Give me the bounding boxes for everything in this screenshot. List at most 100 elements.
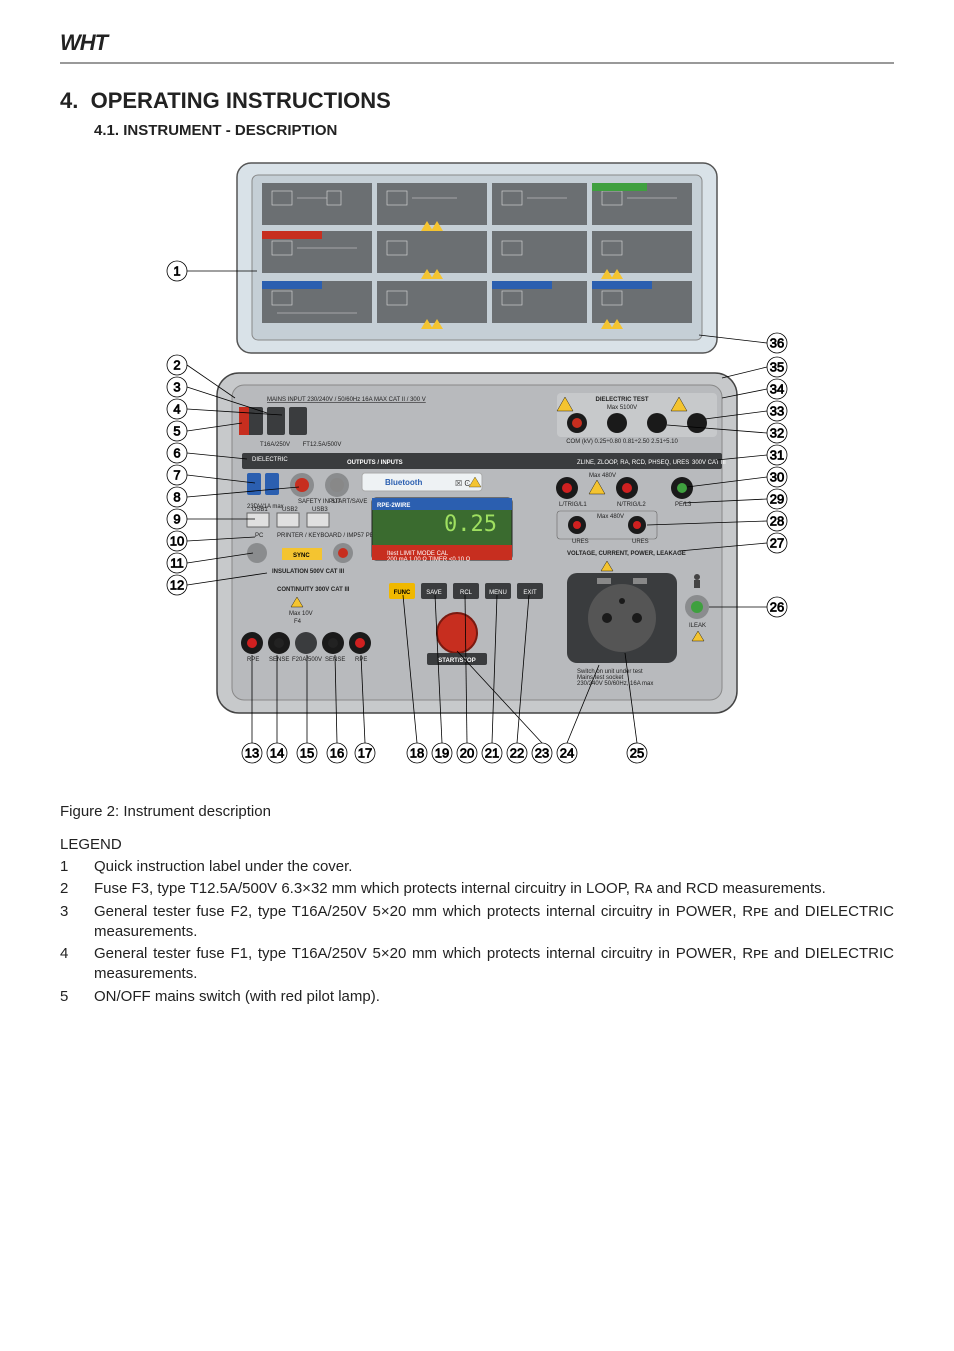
legend-number: 3 xyxy=(60,902,94,943)
svg-text:DIELECTRIC: DIELECTRIC xyxy=(252,457,288,463)
svg-text:19: 19 xyxy=(435,746,449,761)
svg-text:Bluetooth: Bluetooth xyxy=(385,478,422,487)
svg-text:3: 3 xyxy=(173,380,180,395)
svg-text:30: 30 xyxy=(770,470,784,485)
header-bar: WHT xyxy=(60,30,894,64)
section-heading: 4. OPERATING INSTRUCTIONS xyxy=(60,88,894,114)
svg-text:12: 12 xyxy=(170,578,184,593)
svg-text:15: 15 xyxy=(300,746,314,761)
svg-text:T16A/250V: T16A/250V xyxy=(260,442,290,448)
svg-text:36: 36 xyxy=(770,336,784,351)
svg-text:11: 11 xyxy=(170,556,184,571)
section-title-text: OPERATING INSTRUCTIONS xyxy=(91,88,391,113)
svg-text:INSULATION 500V CAT III: INSULATION 500V CAT III xyxy=(272,569,344,575)
svg-text:9: 9 xyxy=(173,512,180,527)
svg-text:START/STOP: START/STOP xyxy=(438,658,475,664)
legend-item: 4 General tester fuse F1, type T16A/250V… xyxy=(60,944,894,985)
svg-text:7: 7 xyxy=(173,468,180,483)
legend-title: LEGEND xyxy=(60,836,894,853)
svg-text:28: 28 xyxy=(770,514,784,529)
figure-container: MAINS INPUT 230/240V / 50/60Hz 16A MAX C… xyxy=(60,153,894,793)
svg-text:PC: PC xyxy=(255,533,264,539)
svg-text:17: 17 xyxy=(358,746,372,761)
svg-text:OUTPUTS / INPUTS: OUTPUTS / INPUTS xyxy=(347,460,403,466)
svg-text:SAVE: SAVE xyxy=(426,590,442,596)
svg-text:21: 21 xyxy=(485,746,499,761)
button-row: FUNC SAVE RCL MENU EXIT xyxy=(389,583,543,599)
lid-group xyxy=(237,163,717,353)
svg-text:230/240V 50/60Hz, 16A max: 230/240V 50/60Hz, 16A max xyxy=(577,681,653,687)
svg-text:300V CAT III: 300V CAT III xyxy=(692,460,726,466)
legend-item: 3 General tester fuse F2, type T16A/250V… xyxy=(60,902,894,943)
legend-text: Fuse F3, type T12.5A/500V 6.3×32 mm whic… xyxy=(94,879,894,899)
svg-text:23: 23 xyxy=(535,746,549,761)
svg-text:ZLINE, ZLOOP, RA, RCD, PHSEQ,: ZLINE, ZLOOP, RA, RCD, PHSEQ, URES xyxy=(577,460,689,466)
legend-list: 1 Quick instruction label under the cove… xyxy=(60,857,894,1007)
svg-text:CONTINUITY 300V CAT III: CONTINUITY 300V CAT III xyxy=(277,587,350,593)
svg-text:26: 26 xyxy=(770,600,784,615)
svg-text:Max 480V: Max 480V xyxy=(589,473,616,479)
svg-text:F4: F4 xyxy=(294,619,302,625)
svg-text:5: 5 xyxy=(173,424,180,439)
svg-text:COM (kV) 0.25÷0.80 0.81÷: COM (kV) 0.25÷0.80 0.81÷2.50 2.51÷5.10 xyxy=(566,439,678,445)
svg-text:MENU: MENU xyxy=(489,590,507,596)
svg-text:16: 16 xyxy=(330,746,344,761)
svg-text:USB3: USB3 xyxy=(312,507,328,513)
svg-text:33: 33 xyxy=(770,404,784,419)
svg-text:32: 32 xyxy=(770,426,784,441)
legend-number: 2 xyxy=(60,879,94,899)
svg-text:FT12.5A/500V: FT12.5A/500V xyxy=(303,442,342,448)
svg-text:URES: URES xyxy=(632,539,649,545)
svg-text:DIELECTRIC TEST: DIELECTRIC TEST xyxy=(595,397,648,403)
legend-text: General tester fuse F2, type T16A/250V 5… xyxy=(94,902,894,943)
svg-text:18: 18 xyxy=(410,746,424,761)
figure-caption: Figure 2: Instrument description xyxy=(60,803,894,820)
legend-text: ON/OFF mains switch (with red pilot lamp… xyxy=(94,987,894,1007)
subsection-number: 4.1. xyxy=(94,122,119,139)
svg-text:Max 5100V: Max 5100V xyxy=(607,405,637,411)
svg-text:23DV/1A max: 23DV/1A max xyxy=(247,504,284,510)
svg-text:L/TRIG/L1: L/TRIG/L1 xyxy=(559,502,587,508)
svg-text:SENSE: SENSE xyxy=(269,657,289,663)
svg-text:20: 20 xyxy=(460,746,474,761)
svg-text:14: 14 xyxy=(270,746,284,761)
svg-text:1: 1 xyxy=(173,264,180,279)
legend-text: Quick instruction label under the cover. xyxy=(94,857,894,877)
legend-item: 1 Quick instruction label under the cove… xyxy=(60,857,894,877)
svg-text:22: 22 xyxy=(510,746,524,761)
legend-number: 5 xyxy=(60,987,94,1007)
svg-text:Max 480V: Max 480V xyxy=(597,514,624,520)
svg-text:USB2: USB2 xyxy=(282,507,298,513)
svg-text:ILEAK: ILEAK xyxy=(689,623,706,629)
svg-text:35: 35 xyxy=(770,360,784,375)
svg-text:25: 25 xyxy=(630,746,644,761)
subsection-heading: 4.1. INSTRUMENT - DESCRIPTION xyxy=(94,122,894,139)
svg-text:4: 4 xyxy=(173,402,180,417)
svg-text:Max 10V: Max 10V xyxy=(289,611,313,617)
svg-text:RPE: RPE xyxy=(247,657,259,663)
svg-text:29: 29 xyxy=(770,492,784,507)
svg-text:0.25: 0.25 xyxy=(444,512,497,537)
svg-text:31: 31 xyxy=(770,448,784,463)
svg-text:URES: URES xyxy=(572,539,589,545)
legend-item: 5 ON/OFF mains switch (with red pilot la… xyxy=(60,987,894,1007)
svg-text:N/TRIG/L2: N/TRIG/L2 xyxy=(617,502,646,508)
svg-text:27: 27 xyxy=(770,536,784,551)
svg-text:RCL: RCL xyxy=(460,590,473,596)
svg-text:200 mA 1.00 Ω TIMER <0: 200 mA 1.00 Ω TIMER <0.10 Ω xyxy=(387,557,471,563)
legend-number: 4 xyxy=(60,944,94,985)
svg-text:2: 2 xyxy=(173,358,180,373)
svg-text:FUNC: FUNC xyxy=(394,590,411,596)
instrument-diagram: MAINS INPUT 230/240V / 50/60Hz 16A MAX C… xyxy=(127,153,827,793)
svg-text:10: 10 xyxy=(170,534,184,549)
svg-text:6: 6 xyxy=(173,446,180,461)
section-number: 4. xyxy=(60,88,78,113)
legend-number: 1 xyxy=(60,857,94,877)
svg-text:SYNC: SYNC xyxy=(293,553,310,559)
svg-text:34: 34 xyxy=(770,382,784,397)
svg-text:RPE-2WIRE: RPE-2WIRE xyxy=(377,503,410,509)
svg-text:MAINS INPUT 230/240V / 50/60Hz: MAINS INPUT 230/240V / 50/60Hz 16A MAX C… xyxy=(267,397,426,403)
svg-text:8: 8 xyxy=(173,490,180,505)
subsection-title-text: INSTRUMENT - DESCRIPTION xyxy=(123,122,337,139)
svg-text:24: 24 xyxy=(560,746,574,761)
